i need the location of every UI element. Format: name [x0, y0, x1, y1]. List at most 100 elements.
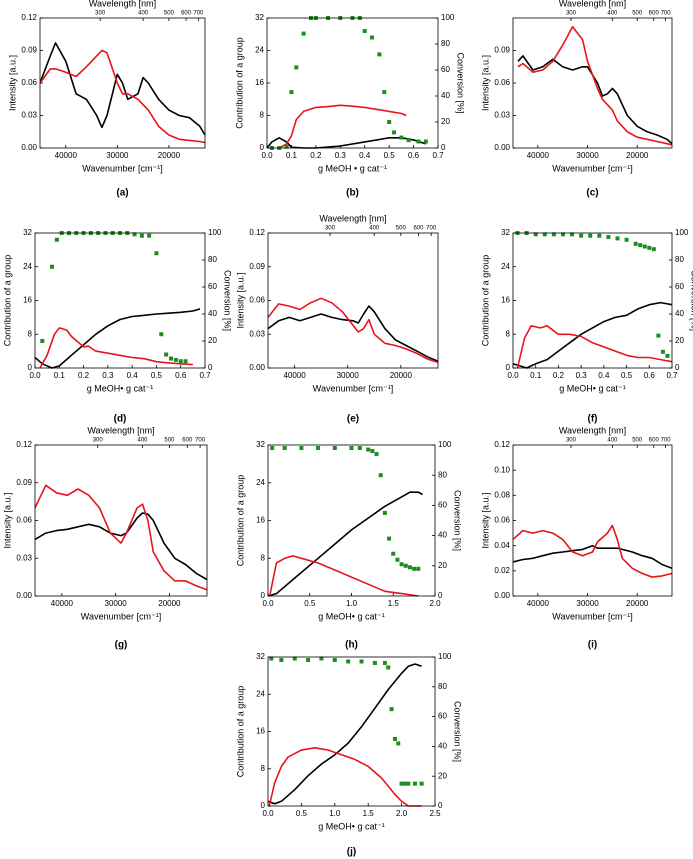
y-tick-label: 24: [256, 478, 265, 487]
marker: [406, 138, 411, 143]
y-tick-label: 16: [23, 296, 32, 305]
y-tick-label: 0.09: [249, 262, 265, 271]
y-tick-label: 0.03: [249, 329, 265, 338]
y-tick-label: 8: [261, 553, 266, 562]
x-axis-label: Wavenumber [cm⁻¹]: [313, 383, 393, 393]
marker: [402, 781, 407, 786]
marker: [406, 781, 411, 786]
x-tick-label: 0.5: [304, 599, 316, 608]
caption: (g): [115, 640, 128, 651]
marker: [624, 237, 629, 242]
y-tick-label: 0.12: [16, 440, 32, 449]
panel: 0.0 0.1 0.2 0.3 0.4 0.5 0.6 0.70816243202040608…: [2, 228, 232, 425]
x-tick-label: 0.0: [507, 371, 519, 380]
marker: [294, 65, 299, 70]
marker: [292, 656, 297, 661]
x2-tick-label: 400: [607, 11, 618, 17]
x2-tick-label: 300: [93, 438, 104, 444]
line: [517, 25, 672, 146]
y-tick-label: 8: [28, 329, 33, 338]
marker: [647, 245, 652, 250]
y-tick-label: 24: [255, 46, 264, 55]
marker: [533, 232, 538, 237]
y-tick-label: 0: [261, 801, 266, 810]
x-tick-label: 2.0: [396, 809, 408, 818]
x2-axis-label: Wavelength [nm]: [87, 425, 154, 435]
x-tick-label: 0.4: [127, 371, 139, 380]
marker: [378, 473, 383, 478]
marker: [392, 130, 397, 135]
x2-tick-label: 300: [325, 226, 336, 232]
marker: [606, 235, 611, 240]
x-tick-label: 1.0: [346, 599, 358, 608]
frame: [34, 444, 208, 597]
x2-tick-label: 500: [396, 226, 407, 232]
caption: (d): [114, 414, 127, 425]
caption: (b): [346, 188, 359, 199]
x-axis-label: g MeOH • g cat⁻¹: [318, 163, 387, 173]
y-axis-label: Intensity [a.u.]: [480, 55, 490, 111]
line: [268, 555, 419, 597]
marker: [403, 563, 408, 568]
y2-tick-label: 60: [438, 712, 447, 721]
marker: [419, 781, 424, 786]
marker: [270, 446, 275, 451]
marker: [399, 562, 404, 567]
y2-axis-label: Conversion [%]: [690, 270, 693, 331]
plot-area: [35, 484, 207, 591]
marker: [570, 232, 575, 237]
line: [516, 325, 672, 369]
y-tick-label: 32: [255, 13, 264, 22]
line: [513, 524, 672, 578]
y2-tick-label: 20: [675, 336, 684, 345]
marker: [597, 233, 602, 238]
y2-tick-label: 100: [438, 652, 452, 661]
x-tick-label: 2.5: [429, 809, 441, 818]
caption: (c): [586, 188, 598, 199]
marker: [306, 657, 311, 662]
y2-tick-label: 80: [441, 39, 450, 48]
y2-tick-label: 60: [441, 65, 450, 74]
y-tick-label: 24: [256, 689, 265, 698]
line: [268, 663, 422, 805]
marker: [178, 359, 183, 364]
line: [278, 104, 407, 149]
marker: [579, 233, 584, 238]
marker: [615, 236, 620, 241]
frame: [512, 232, 673, 369]
marker: [357, 446, 362, 451]
x-tick-label: 0.0: [29, 371, 41, 380]
frame: [267, 232, 439, 369]
y-tick-label: 0.00: [21, 143, 37, 152]
x2-tick-label: 500: [632, 11, 643, 17]
x2-tick-label: 500: [164, 438, 175, 444]
marker: [377, 52, 382, 57]
frame: [512, 444, 673, 597]
marker: [346, 659, 351, 664]
y-tick-label: 0.09: [16, 478, 32, 487]
marker: [416, 566, 421, 571]
x-axis-label: g MeOH• g cat⁻¹: [318, 821, 384, 831]
y-tick-label: 0: [260, 143, 265, 152]
y-tick-label: 0.00: [16, 591, 32, 600]
x-tick-label: 0.1: [286, 151, 298, 160]
x2-tick-label: 300: [566, 11, 577, 17]
marker: [359, 659, 364, 664]
x2-tick-label: 400: [138, 11, 149, 17]
line: [513, 301, 672, 369]
x-tick-label: 30000: [576, 599, 599, 608]
y-axis-label: Intensity [a.u.]: [235, 272, 245, 328]
frame: [512, 17, 673, 149]
y2-tick-label: 100: [441, 13, 455, 22]
x-tick-label: 40000: [527, 151, 550, 160]
y2-axis-label: Conversion [%]: [456, 52, 466, 113]
plot-area: [517, 25, 672, 146]
x-axis-label: g MeOH• g cat⁻¹: [559, 383, 625, 393]
caption: (a): [116, 188, 128, 199]
x-tick-label: 0.5: [384, 151, 396, 160]
marker: [412, 566, 417, 571]
marker: [183, 359, 188, 364]
y-tick-label: 0.02: [494, 566, 510, 575]
y-tick-label: 0.00: [494, 591, 510, 600]
x-axis-label: Wavenumber [cm⁻¹]: [552, 163, 632, 173]
